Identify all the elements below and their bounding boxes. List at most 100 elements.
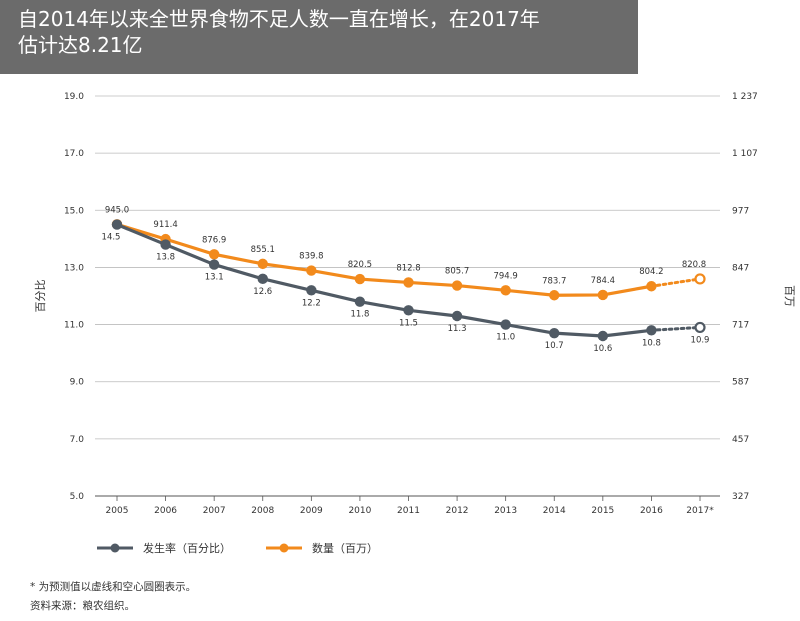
x-tick-label: 2008	[251, 506, 274, 516]
x-tick-label: 2007	[203, 506, 226, 516]
data-point	[646, 281, 657, 292]
series-line-projected	[649, 325, 702, 332]
data-label: 805.7	[445, 267, 469, 277]
data-label: 12.6	[253, 287, 272, 297]
x-tick-label: 2006	[154, 506, 177, 516]
data-label: 839.8	[299, 252, 323, 262]
right-tick-label: 1 237	[732, 92, 758, 102]
data-label: 13.1	[205, 273, 224, 283]
right-tick-label: 1 107	[732, 149, 758, 159]
data-point	[354, 273, 366, 285]
data-label: 11.8	[350, 310, 369, 320]
left-tick-label: 13.0	[64, 263, 84, 273]
data-label: 804.2	[639, 267, 663, 277]
data-label: 13.8	[156, 253, 175, 263]
data-label: 911.4	[153, 220, 177, 230]
data-point	[451, 280, 463, 291]
data-label: 855.1	[251, 245, 275, 255]
legend-count-label: 数量（百万）	[312, 542, 378, 555]
data-label: 10.6	[593, 344, 612, 354]
data-point	[549, 327, 560, 339]
right-tick-label: 327	[732, 492, 749, 502]
data-label: 812.8	[396, 263, 420, 273]
left-tick-label: 15.0	[64, 206, 84, 216]
data-point-projected	[694, 273, 706, 285]
x-tick-label: 2013	[494, 506, 517, 516]
x-tick-label: 2009	[300, 506, 323, 516]
legend-rate-label: 发生率（百分比）	[143, 541, 231, 555]
data-point	[160, 239, 171, 250]
data-label: 11.0	[496, 333, 515, 343]
right-tick-label: 457	[732, 435, 749, 445]
data-point	[500, 319, 511, 330]
data-point	[403, 305, 414, 316]
x-tick-label: 2011	[397, 506, 420, 516]
x-tick-label: 2016	[640, 506, 663, 516]
x-tick-label: 2005	[106, 506, 129, 516]
data-point	[354, 296, 366, 307]
data-point	[403, 277, 414, 288]
data-point	[451, 310, 463, 322]
data-label: 11.5	[399, 318, 418, 328]
data-point	[306, 285, 317, 296]
data-label: 820.8	[682, 260, 706, 270]
series-line-projected	[649, 277, 702, 288]
data-point	[597, 330, 609, 342]
data-label: 12.2	[302, 298, 321, 308]
data-label: 784.4	[591, 276, 615, 286]
data-point	[208, 249, 220, 260]
data-point	[597, 289, 609, 301]
data-label: 14.5	[102, 233, 121, 243]
left-tick-label: 9.0	[70, 378, 85, 388]
data-label: 10.7	[545, 341, 564, 351]
legend-count-marker	[279, 543, 289, 553]
series-line	[116, 223, 652, 338]
title-line-1: 自2014年以来全世界食物不足人数一直在增长，在2017年	[18, 7, 540, 31]
right-tick-label: 977	[732, 206, 749, 216]
left-tick-label: 5.0	[70, 492, 85, 502]
x-tick-label: 2017*	[686, 506, 714, 516]
left-tick-label: 11.0	[64, 321, 84, 331]
legend-rate-marker	[110, 543, 120, 553]
left-tick-label: 19.0	[64, 92, 84, 102]
x-tick-label: 2012	[446, 506, 469, 516]
series-count: 945.0 911.4 876.9 855.1 839.8 820.5 812.8 805.7…	[105, 205, 706, 301]
legend: 发生率（百分比） 数量（百万）	[97, 541, 378, 555]
data-label: 820.5	[348, 260, 372, 270]
right-tick-label: 847	[732, 263, 749, 273]
series-line	[116, 222, 652, 297]
data-label: 10.8	[642, 338, 661, 348]
data-label: 11.3	[448, 324, 467, 334]
series-rate: 14.5 13.8 13.1 12.6 12.2 11.8 11.5 11.3 11.0 10.7…	[102, 219, 710, 354]
gridlines	[95, 95, 720, 497]
data-label: 945.0	[105, 205, 129, 215]
right-tick-label: 717	[732, 321, 749, 331]
data-point	[208, 259, 220, 270]
right-axis-title: 百万	[783, 285, 796, 307]
left-axis-title: 百分比	[34, 280, 47, 313]
data-label: 794.9	[493, 271, 517, 281]
x-tick-label: 2014	[543, 506, 566, 516]
data-point	[500, 285, 511, 296]
data-label: 876.9	[202, 235, 226, 245]
left-axis-ticks: 19.0 17.0 15.0 13.0 11.0 9.0 7.0 5.0	[64, 92, 84, 502]
right-axis-ticks: 1 237 1 107 977 847 717 587 457 327	[732, 92, 758, 502]
data-point	[549, 290, 560, 301]
x-axis-ticks: 2005 2006 2007 2008 2009 2010 2011 2012 2013 2014…	[106, 496, 714, 516]
title-banner: 自2014年以来全世界食物不足人数一直在增长，在2017年 估计达8.21亿	[0, 0, 638, 74]
left-tick-label: 7.0	[70, 435, 85, 445]
data-point	[257, 273, 268, 285]
x-tick-label: 2015	[591, 506, 614, 516]
data-point	[306, 265, 317, 276]
title-line-2: 估计达8.21亿	[18, 33, 143, 57]
right-tick-label: 587	[732, 378, 749, 388]
data-label: 10.9	[691, 335, 710, 345]
data-point	[257, 258, 268, 270]
data-point	[111, 219, 123, 230]
footnote-projection: * 为预测值以虚线和空心圆圈表示。	[30, 581, 197, 593]
data-label: 783.7	[542, 276, 566, 286]
left-tick-label: 17.0	[64, 149, 84, 159]
data-point	[646, 325, 657, 336]
x-tick-label: 2010	[348, 506, 371, 516]
